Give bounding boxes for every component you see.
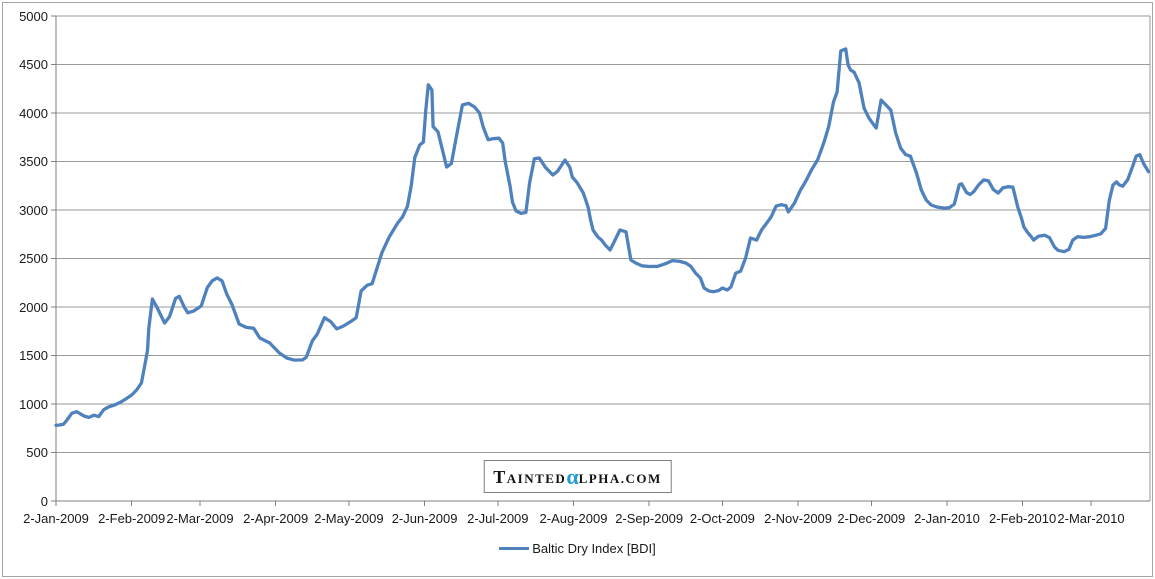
- x-axis-tick-label: 2-Jan-2010: [914, 511, 980, 526]
- y-axis-tick-label: 1000: [19, 396, 48, 412]
- bdi-series-line: [54, 47, 1151, 427]
- y-axis-tick-label: 4500: [19, 57, 48, 72]
- taintedalpha-watermark: TAINTEDαLPHA.COM: [483, 460, 672, 493]
- y-axis-tick-label: 2500: [19, 251, 48, 266]
- x-axis-tick-label: 2-Feb-2009: [98, 511, 166, 526]
- x-axis-tick-label: 2-Mar-2009: [166, 511, 234, 526]
- y-axis-tick-label: 500: [26, 445, 48, 460]
- watermark-text: T: [493, 467, 507, 487]
- x-axis-tick-label: 2-Apr-2009: [243, 511, 309, 526]
- x-axis-tick-label: 2-Oct-2009: [689, 511, 755, 526]
- legend-line-swatch: [499, 547, 530, 550]
- legend: Baltic Dry Index [BDI]: [0, 541, 1155, 556]
- x-axis-tick-label: 2-Feb-2010: [989, 511, 1057, 526]
- legend-label: Baltic Dry Index [BDI]: [532, 541, 656, 556]
- x-axis-tick-label: 2-Dec-2009: [837, 511, 906, 526]
- x-axis-tick-label: 2-Aug-2009: [539, 511, 608, 526]
- y-axis-tick-label: 5000: [19, 8, 48, 24]
- y-axis-tick-label: 2000: [19, 299, 48, 315]
- x-axis-tick-label: 2-May-2009: [314, 511, 384, 526]
- y-axis-tick-label: 3500: [19, 154, 48, 169]
- x-axis-tick-label: 2-Sep-2009: [615, 511, 684, 526]
- alpha-glyph: α: [566, 464, 579, 489]
- x-axis-tick-label: 2-Jul-2009: [467, 511, 529, 526]
- y-axis-tick-label: 4000: [19, 105, 48, 121]
- x-axis-tick-label: 2-Nov-2009: [764, 511, 833, 526]
- x-axis-tick-label: 2-Jan-2009: [23, 511, 89, 526]
- y-axis-tick-label: 3000: [19, 202, 48, 218]
- x-axis-tick-label: 2-Jun-2009: [391, 511, 458, 526]
- y-axis-tick-label: 0: [40, 493, 48, 509]
- x-axis-tick-label: 2-Mar-2010: [1057, 511, 1125, 526]
- y-axis-tick-label: 1500: [19, 348, 48, 363]
